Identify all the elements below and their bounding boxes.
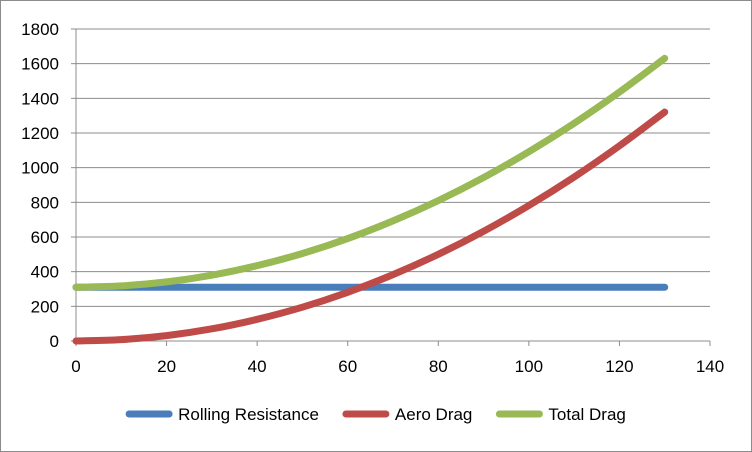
x-tick-label-120: 120: [605, 357, 633, 376]
x-tick-label-40: 40: [248, 357, 267, 376]
tick-labels: 0 200 400 600 800 1000 1200 1400 1600 1800 0 20 40 60…: [21, 20, 724, 376]
y-tick-label-800: 800: [31, 193, 59, 212]
y-tick-label-1600: 1600: [21, 55, 59, 74]
gridlines: [76, 28, 710, 307]
y-tick-label-600: 600: [31, 228, 59, 247]
x-tick-label-80: 80: [429, 357, 448, 376]
x-tick-label-60: 60: [338, 357, 357, 376]
y-tick-label-1200: 1200: [21, 124, 59, 143]
y-tick-label-400: 400: [31, 263, 59, 282]
x-tick-label-140: 140: [696, 357, 724, 376]
legend-label-aero-drag: Aero Drag: [395, 405, 472, 424]
y-tick-label-1000: 1000: [21, 159, 59, 178]
legend-label-rolling-resistance: Rolling Resistance: [178, 405, 319, 424]
y-tick-label-1800: 1800: [21, 20, 59, 39]
y-tick-label-200: 200: [31, 297, 59, 316]
y-tick-label-0: 0: [50, 332, 59, 351]
y-tick-label-1400: 1400: [21, 89, 59, 108]
x-tick-label-20: 20: [157, 357, 176, 376]
series-line-total-drag: [72, 54, 669, 291]
legend-label-total-drag: Total Drag: [548, 405, 625, 424]
legend-item-total-drag: Total Drag: [495, 405, 626, 424]
series-line-aero-drag: [72, 108, 669, 345]
legend: Rolling Resistance Aero Drag Total Drag: [125, 405, 626, 424]
legend-item-rolling-resistance: Rolling Resistance: [125, 405, 319, 424]
x-tick-label-100: 100: [515, 357, 543, 376]
series-lines: [72, 54, 669, 345]
legend-item-aero-drag: Aero Drag: [342, 405, 472, 424]
axes: [71, 28, 711, 346]
x-tick-label-0: 0: [71, 357, 80, 376]
